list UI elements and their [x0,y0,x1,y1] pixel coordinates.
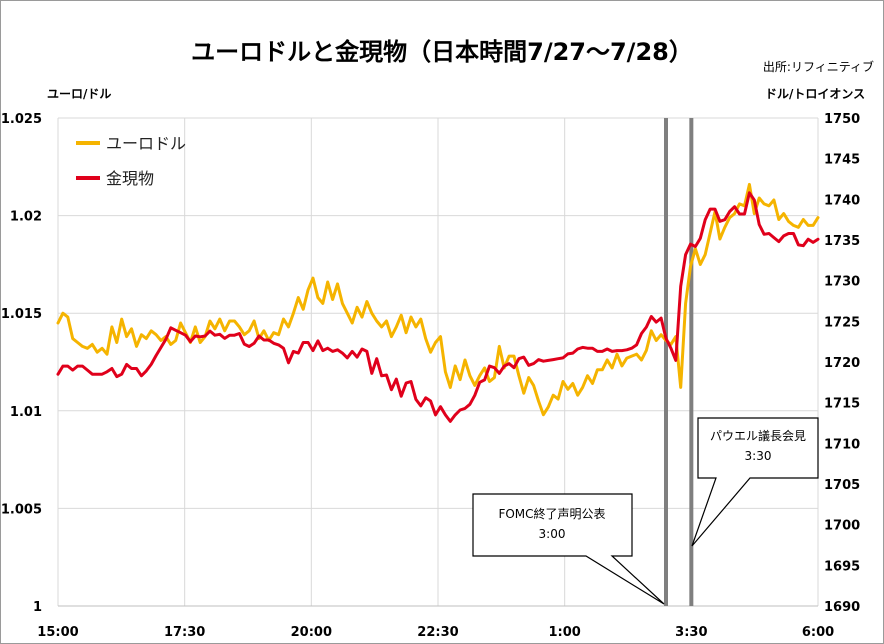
x-tick: 17:30 [164,625,205,640]
legend: ユーロドル 金現物 [76,134,186,188]
y-tick-right: 1715 [824,397,860,412]
y-tick-right: 1700 [824,519,860,534]
series-line-eurusd [56,182,820,417]
y-tick-right: 1725 [824,315,860,330]
y-tick-left: 1.005 [1,502,42,517]
y-tick-right: 1730 [824,275,860,290]
y-tick-left: 1.02 [10,210,42,225]
y-tick-left: 1 [33,600,42,615]
y-tick-right: 1745 [824,153,860,168]
y-axis-left-label: ユーロ/ドル [47,87,111,101]
callout-powell-time: 3:30 [745,449,772,463]
y-axis-left: 1.025 1.02 1.015 1.01 1.005 1 [1,112,42,615]
y-tick-left: 1.01 [10,405,42,420]
y-tick-right: 1750 [824,112,860,127]
callout-powell-label: パウエル議長会見 [710,429,806,443]
y-axis-right-label: ドル/トロイオンス [765,87,865,101]
y-tick-left: 1.025 [1,112,42,127]
callout-fomc-label: FOMC終了声明公表 [498,506,605,521]
source-label: 出所:リフィニティブ [763,59,874,74]
series-line-gold [56,191,820,423]
x-tick: 22:30 [417,625,458,640]
y-tick-right: 1710 [824,437,860,452]
callout-powell: パウエル議長会見 3:30 [691,417,819,547]
chart-title: ユーロドルと金現物（日本時間7/27～7/28） [191,38,693,66]
x-tick: 20:00 [291,625,332,640]
event-lines [664,118,694,606]
callout-powell-box [691,417,819,547]
y-tick-right: 1735 [824,234,860,249]
x-tick: 15:00 [37,625,78,640]
x-tick: 1:00 [548,625,580,640]
x-tick: 3:30 [675,625,707,640]
y-tick-right: 1690 [824,600,860,615]
x-tick: 6:00 [802,625,834,640]
y-tick-right: 1705 [824,478,860,493]
y-tick-left: 1.015 [1,307,42,322]
callout-fomc-box [472,493,665,605]
series-lines [56,182,820,423]
y-tick-right: 1695 [824,559,860,574]
y-tick-right: 1720 [824,356,860,371]
callout-fomc-time: 3:00 [539,527,566,541]
legend-label-gold: 金現物 [106,169,154,188]
callout-fomc: FOMC終了声明公表 3:00 [472,493,665,605]
y-tick-right: 1740 [824,193,860,208]
legend-label-eurusd: ユーロドル [106,134,186,153]
x-axis: 15:00 17:30 20:00 22:30 1:00 3:30 6:00 [37,625,834,640]
y-axis-right: 1750 1745 1740 1735 1730 1725 1720 1715 1710 1705… [824,112,860,615]
